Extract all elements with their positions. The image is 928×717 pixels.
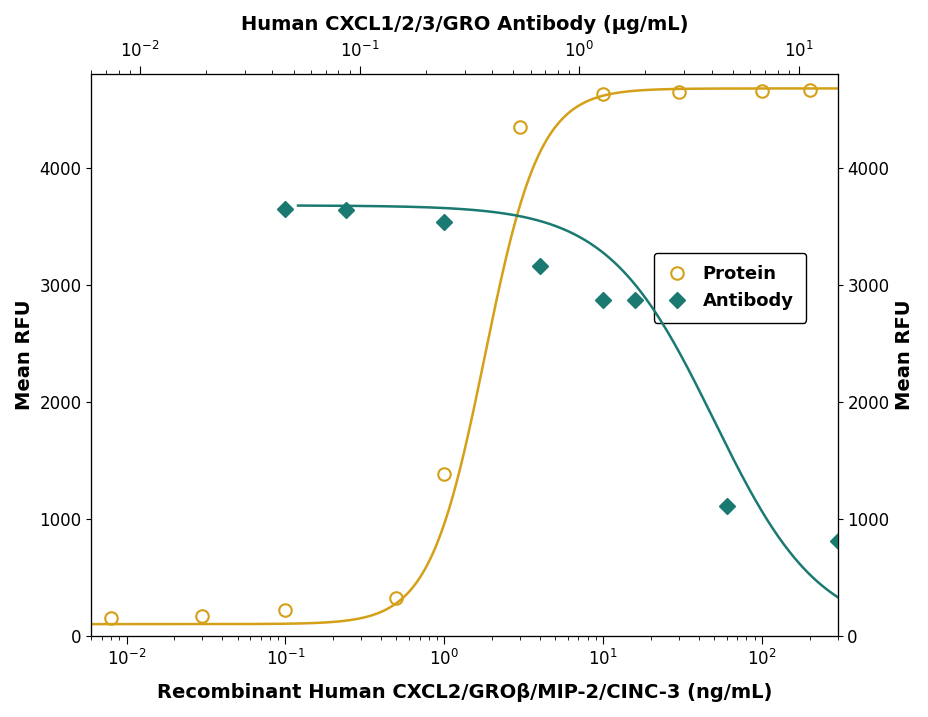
Legend: Protein, Antibody: Protein, Antibody: [653, 252, 806, 323]
X-axis label: Human CXCL1/2/3/GRO Antibody (μg/mL): Human CXCL1/2/3/GRO Antibody (μg/mL): [240, 15, 688, 34]
Y-axis label: Mean RFU: Mean RFU: [894, 300, 913, 410]
Y-axis label: Mean RFU: Mean RFU: [15, 300, 34, 410]
X-axis label: Recombinant Human CXCL2/GROβ/MIP-2/CINC-3 (ng/mL): Recombinant Human CXCL2/GROβ/MIP-2/CINC-…: [157, 683, 771, 702]
